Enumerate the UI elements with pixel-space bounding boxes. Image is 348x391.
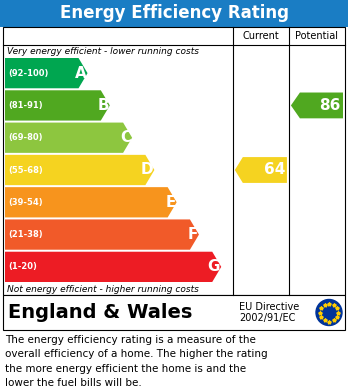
Text: (21-38): (21-38)	[8, 230, 42, 239]
Text: (55-68): (55-68)	[8, 165, 43, 174]
Text: Not energy efficient - higher running costs: Not energy efficient - higher running co…	[7, 285, 199, 294]
Polygon shape	[5, 122, 132, 153]
Text: F: F	[188, 227, 198, 242]
Text: (92-100): (92-100)	[8, 69, 48, 78]
Text: (69-80): (69-80)	[8, 133, 42, 142]
Text: E: E	[165, 195, 176, 210]
Polygon shape	[291, 93, 343, 118]
Text: Energy Efficiency Rating: Energy Efficiency Rating	[60, 5, 288, 23]
Polygon shape	[5, 90, 110, 120]
Text: England & Wales: England & Wales	[8, 303, 192, 322]
Circle shape	[316, 300, 342, 325]
Text: G: G	[208, 259, 220, 274]
Polygon shape	[5, 155, 155, 185]
Text: Very energy efficient - lower running costs: Very energy efficient - lower running co…	[7, 47, 199, 56]
Text: B: B	[97, 98, 109, 113]
Text: (39-54): (39-54)	[8, 198, 42, 207]
Text: Potential: Potential	[295, 31, 339, 41]
Text: 86: 86	[319, 98, 341, 113]
Polygon shape	[5, 187, 177, 217]
Bar	[3, 27, 345, 295]
Text: (1-20): (1-20)	[8, 262, 37, 271]
Text: (81-91): (81-91)	[8, 101, 42, 110]
Text: C: C	[120, 130, 131, 145]
Text: 64: 64	[263, 163, 285, 178]
Text: D: D	[141, 163, 153, 178]
Bar	[0, 0, 348, 27]
Text: A: A	[75, 66, 87, 81]
Polygon shape	[5, 219, 199, 250]
Text: The energy efficiency rating is a measure of the
overall efficiency of a home. T: The energy efficiency rating is a measur…	[5, 335, 268, 388]
Polygon shape	[5, 252, 221, 282]
Bar	[3, 295, 345, 330]
Text: Current: Current	[243, 31, 279, 41]
Text: EU Directive: EU Directive	[239, 303, 299, 312]
Polygon shape	[235, 157, 287, 183]
Polygon shape	[5, 58, 88, 88]
Text: 2002/91/EC: 2002/91/EC	[239, 312, 295, 323]
